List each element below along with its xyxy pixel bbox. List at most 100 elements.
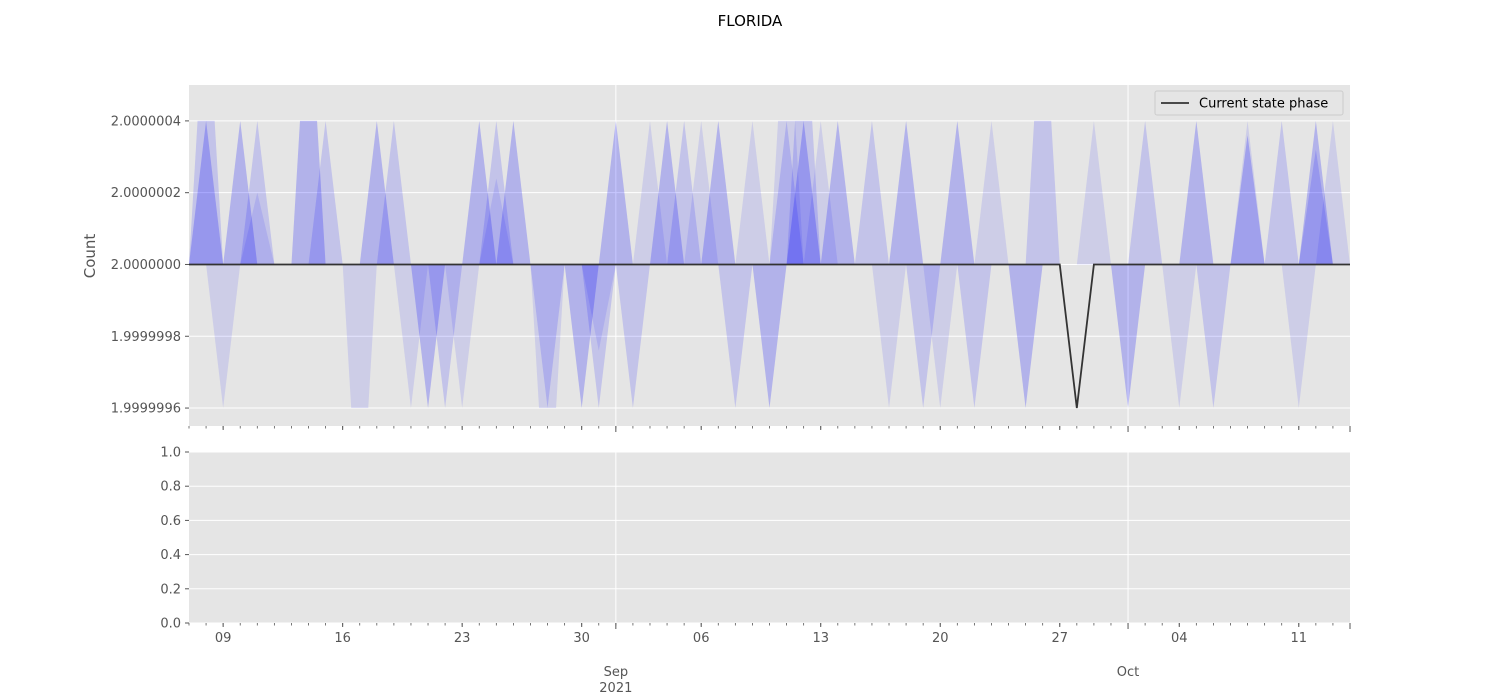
band-spike	[1281, 264, 1316, 409]
y-tick-label: 0.2	[160, 582, 181, 597]
band-spike	[649, 120, 685, 265]
band-spike	[974, 120, 1009, 265]
y-tick-label: 1.9999996	[111, 402, 181, 417]
x-tick-label: 09	[215, 631, 232, 646]
band-spike	[1162, 264, 1197, 409]
band-spike	[615, 264, 650, 409]
band-spike	[871, 264, 907, 409]
band-spike	[581, 264, 616, 409]
band-spike	[1230, 120, 1265, 265]
band-spike	[684, 120, 719, 265]
top-plot-area	[189, 85, 1350, 426]
band-spike	[342, 264, 377, 409]
band-spike	[479, 178, 514, 265]
band-spike	[786, 120, 821, 265]
top-band-spikes	[189, 120, 1350, 409]
band-spike	[445, 264, 480, 409]
band-spike	[940, 120, 975, 265]
y-tick-label: 0.6	[160, 514, 181, 529]
top-y-axis-label: Count	[81, 234, 99, 279]
band-spike	[291, 120, 326, 265]
band-spike	[752, 264, 787, 409]
band-spike	[1128, 120, 1163, 265]
band-spike	[906, 264, 941, 409]
band-spike	[410, 264, 446, 409]
band-spike	[496, 120, 531, 265]
band-spike	[769, 120, 804, 265]
x-tick-label: 23	[454, 631, 471, 646]
band-spike	[769, 120, 804, 265]
top-panel: 2.0000004 2.0000002 2.0000000 1.9999998 1.99…	[81, 85, 1351, 432]
x-tick-label: 06	[693, 631, 710, 646]
legend-entry: Current state phase	[1199, 97, 1328, 112]
band-spike	[1298, 120, 1333, 265]
band-spike	[393, 264, 429, 409]
legend-box	[1154, 90, 1344, 116]
y-tick-label: 0.0	[160, 617, 181, 632]
band-spike	[1230, 135, 1265, 265]
band-spike	[1264, 120, 1299, 265]
bottom-plot-area	[189, 452, 1350, 623]
band-spike	[1110, 264, 1146, 409]
figure-title: FLORIDA	[718, 12, 783, 30]
band-spike	[786, 120, 821, 265]
x-tick-label: 27	[1051, 631, 1068, 646]
band-spike	[479, 120, 514, 265]
band-spike	[598, 120, 633, 265]
band-spike	[1315, 120, 1350, 265]
x-tick-label: 11	[1291, 631, 1308, 646]
band-spike	[735, 120, 770, 265]
band-spike	[359, 120, 394, 265]
band-spike	[632, 120, 668, 265]
x-major-label: Oct	[1117, 665, 1139, 680]
band-spike	[1076, 120, 1111, 265]
y-tick-label: 0.4	[160, 548, 181, 563]
band-spike	[308, 120, 343, 265]
x-tick-label: 30	[573, 631, 590, 646]
y-tick-label: 1.0	[160, 446, 181, 461]
band-spike	[923, 264, 958, 409]
band-spike	[530, 264, 565, 409]
x-major-sublabel: 2021	[599, 681, 632, 696]
band-spike	[854, 120, 890, 265]
band-spike	[530, 264, 565, 409]
x-tick-label: 16	[334, 631, 351, 646]
band-spike	[1025, 120, 1060, 265]
band-spike	[240, 120, 275, 265]
band-spike	[718, 264, 753, 409]
y-tick-label: 0.8	[160, 480, 181, 495]
x-tick-label: 20	[932, 631, 949, 646]
bottom-y-tick-labels: 1.0 0.8 0.6 0.4 0.2 0.0	[160, 446, 189, 632]
band-spike	[189, 120, 224, 265]
y-tick-label: 2.0000002	[111, 186, 181, 201]
x-tick-label: 13	[812, 631, 829, 646]
legend: Current state phase	[1154, 90, 1344, 116]
y-tick-label: 2.0000000	[111, 258, 181, 273]
y-tick-label: 1.9999998	[111, 330, 181, 345]
band-spike	[240, 192, 275, 265]
band-spike	[1179, 120, 1214, 265]
band-spike	[889, 120, 924, 265]
band-spike	[376, 120, 411, 265]
x-major-label: Sep	[604, 665, 629, 680]
band-spike	[428, 264, 463, 409]
y-tick-label: 2.0000004	[111, 114, 181, 129]
band-spike	[462, 120, 497, 265]
top-y-tick-labels: 2.0000004 2.0000002 2.0000000 1.9999998 1.99…	[111, 114, 189, 417]
band-spike	[206, 264, 241, 409]
band-spike	[667, 120, 702, 265]
band-spike	[1298, 149, 1333, 265]
top-series-lines	[189, 263, 1350, 409]
top-x-tick-marks	[188, 426, 1351, 432]
band-spike	[564, 264, 599, 409]
band-spike	[1008, 264, 1043, 409]
band-spike	[223, 120, 258, 265]
band-spike	[1196, 264, 1231, 409]
series-line-current-state-phase	[189, 263, 1350, 409]
band-spike	[820, 120, 855, 265]
band-spike	[701, 120, 736, 265]
band-spike	[581, 264, 616, 351]
band-spike	[957, 264, 992, 409]
